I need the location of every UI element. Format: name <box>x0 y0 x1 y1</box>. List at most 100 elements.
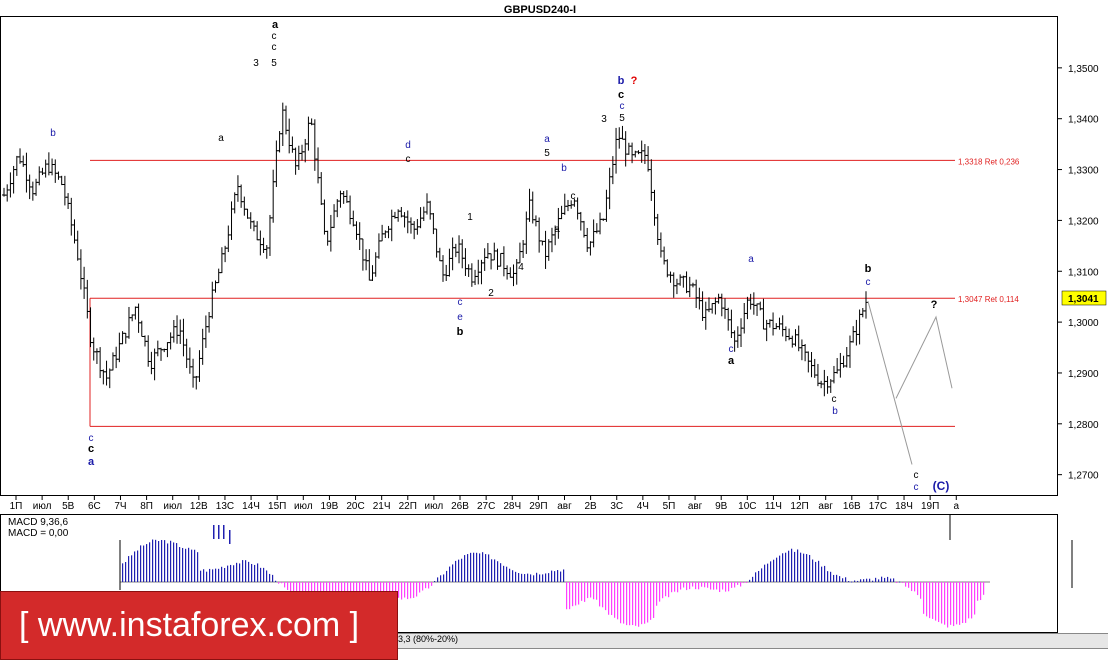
macd-bar <box>944 582 946 625</box>
macd-bar <box>215 568 217 582</box>
macd-bar <box>680 582 682 590</box>
macd-bar <box>926 582 928 617</box>
wave-label: a <box>272 19 279 31</box>
macd-bar <box>257 563 259 582</box>
time-tick-label: 28Ч <box>503 501 521 512</box>
macd-bar <box>956 582 958 625</box>
macd-bar <box>266 570 268 582</box>
macd-bar <box>140 545 142 582</box>
wave-label: c <box>866 277 871 288</box>
macd-bar <box>515 571 517 582</box>
macd-bar <box>860 579 862 582</box>
watermark-text: [ www.instaforex.com ] <box>19 606 360 644</box>
wave-label: d <box>405 140 411 151</box>
macd-value: MACD = 0,00 <box>8 528 69 539</box>
time-tick-label: 13С <box>216 501 234 512</box>
macd-bar <box>899 581 901 583</box>
wave-label: c <box>914 482 919 493</box>
macd-bar <box>229 530 231 544</box>
macd-bar <box>782 553 784 582</box>
time-tick-label: 27С <box>477 501 495 512</box>
macd-bar <box>281 582 283 584</box>
price-tick-label: 1,3300 <box>1068 166 1099 177</box>
macd-bar <box>788 550 790 582</box>
macd-bar <box>530 574 532 582</box>
macd-bar <box>974 582 976 615</box>
macd-bar <box>983 582 985 595</box>
macd-bar <box>536 572 538 582</box>
macd-bar <box>269 573 271 582</box>
macd-bar <box>794 551 796 582</box>
time-tick-label: а <box>953 501 959 512</box>
macd-bar <box>296 582 298 598</box>
macd-header: MACD 9,36,6 MACD = 0,00 <box>8 517 68 539</box>
wave-label: e <box>457 312 463 323</box>
wave-label: c <box>272 31 277 42</box>
macd-bar <box>122 563 124 582</box>
macd-bar <box>620 582 622 624</box>
macd-bar <box>455 560 457 582</box>
macd-bar <box>131 555 133 582</box>
macd-bar <box>482 552 484 582</box>
time-tick-label: авг <box>557 501 572 512</box>
macd-bar <box>422 582 424 591</box>
wave-label: c <box>571 191 576 202</box>
wave-label: 2 <box>488 288 494 299</box>
macd-bar <box>611 582 613 616</box>
macd-bar <box>977 582 979 601</box>
price-tick-label: 1,2900 <box>1068 369 1099 380</box>
macd-bar <box>440 575 442 582</box>
macd-bar <box>554 571 556 582</box>
time-tick-label: 3С <box>610 501 623 512</box>
macd-bar <box>866 578 868 582</box>
main-chart-frame <box>0 16 1058 496</box>
macd-bar <box>188 547 190 582</box>
macd-bar <box>623 582 625 624</box>
macd-bar <box>614 582 616 618</box>
macd-bar <box>206 571 208 582</box>
macd-bar <box>494 559 496 582</box>
time-tick-label: 22П <box>399 501 417 512</box>
macd-bar <box>854 580 856 582</box>
macd-bar <box>413 582 415 598</box>
macd-bar <box>518 573 520 582</box>
macd-bar <box>575 582 577 606</box>
macd-bar <box>677 582 679 593</box>
macd-bar <box>800 552 802 582</box>
wave-label: c <box>88 443 94 455</box>
macd-bar <box>233 565 235 582</box>
macd-bar <box>200 570 202 582</box>
macd-bar <box>716 582 718 590</box>
macd-bar <box>365 582 367 591</box>
macd-bar <box>476 552 478 582</box>
macd-bar <box>179 547 181 582</box>
macd-bar <box>731 582 733 588</box>
macd-bar <box>887 576 889 582</box>
macd-bar <box>359 582 361 594</box>
macd-bar <box>734 582 736 588</box>
wave-label: c <box>832 394 837 405</box>
time-tick-label: 1П <box>10 501 23 512</box>
macd-bar <box>737 582 739 585</box>
macd-bar <box>578 582 580 605</box>
macd-bar <box>839 576 841 582</box>
price-axis: 1,3500 1,3400 1,3300 1,3200 1,3100 1,3000 1,29… <box>1057 64 1099 482</box>
macd-bar <box>644 582 646 624</box>
macd-bar <box>152 539 154 582</box>
macd-bar <box>146 544 148 582</box>
instaforex-watermark[interactable]: [ www.instaforex.com ] <box>0 591 398 660</box>
macd-bar <box>185 548 187 582</box>
time-tick-label: 4Ч <box>637 501 649 512</box>
macd-bar <box>284 582 286 588</box>
price-tick-label: 1,3500 <box>1068 64 1099 75</box>
ohlc-bars-layer <box>2 102 868 397</box>
macd-bar <box>803 553 805 582</box>
macd-bar <box>980 582 982 601</box>
price-tick-label: 1,2800 <box>1068 420 1099 431</box>
macd-bar <box>149 542 151 582</box>
macd-bar <box>965 582 967 623</box>
time-tick-label: авг <box>818 501 833 512</box>
